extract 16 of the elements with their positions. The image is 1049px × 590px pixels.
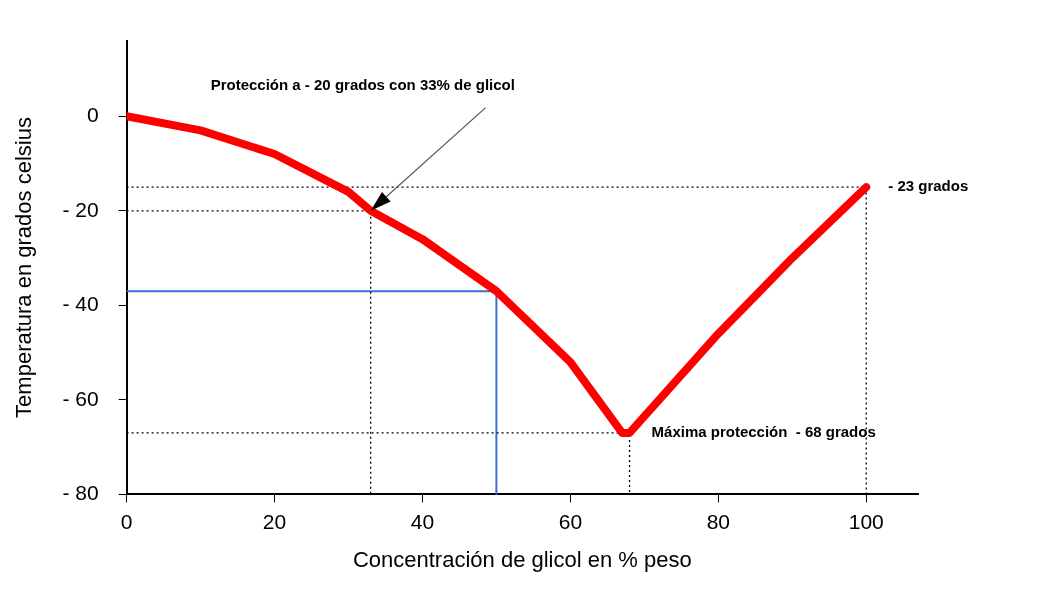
y-tick-label: - 40 xyxy=(62,292,99,316)
y-axis-title: Temperatura en grados celsius xyxy=(11,117,37,418)
y-tick-label: - 20 xyxy=(62,197,99,221)
x-tick-label: 20 xyxy=(262,509,287,533)
y-tick-label: - 60 xyxy=(62,386,99,410)
x-axis-title: Concentración de glicol en % peso xyxy=(352,546,692,572)
x-tick-label: 40 xyxy=(410,509,435,533)
x-tick-label: 0 xyxy=(120,509,133,533)
y-tick-label: 0 xyxy=(86,103,99,127)
y-tick-label: - 80 xyxy=(62,481,99,505)
x-tick-label: 60 xyxy=(558,509,583,533)
annotation: Máxima protección - 68 grados xyxy=(651,423,876,441)
annotation: Protección a - 20 grados con 33% de glicol xyxy=(210,75,515,93)
annotation: - 23 grados xyxy=(888,177,969,195)
x-tick-label: 100 xyxy=(848,509,884,533)
x-tick-label: 80 xyxy=(706,509,730,533)
